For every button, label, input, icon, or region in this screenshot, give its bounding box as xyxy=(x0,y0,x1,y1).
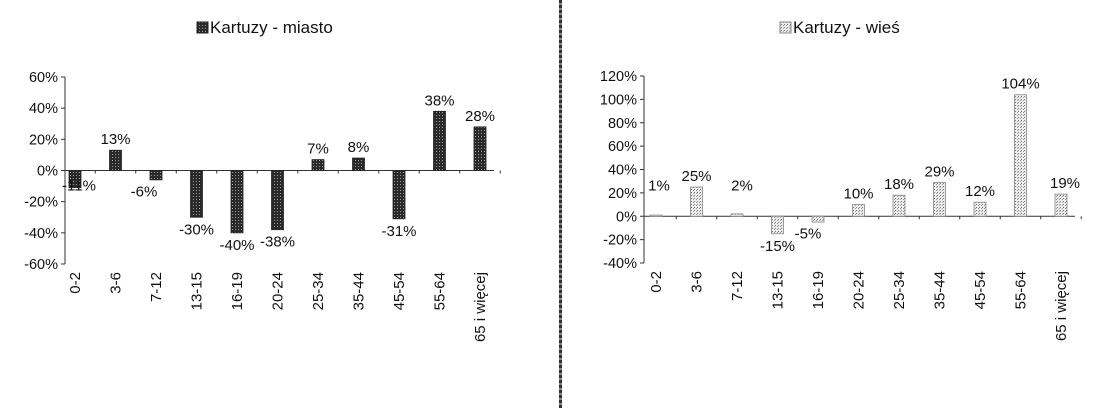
bar xyxy=(973,201,987,217)
data-label: 29% xyxy=(924,163,954,180)
y-tick-label: -40% xyxy=(603,256,637,272)
y-tick-label: 20% xyxy=(608,186,637,202)
x-category-label: 55-64 xyxy=(1013,271,1030,309)
bar xyxy=(230,170,244,234)
legend-swatch-icon xyxy=(779,21,792,34)
bar xyxy=(730,213,744,217)
chart-title-group: Kartuzy - miasto xyxy=(196,18,333,37)
x-category-label: 0-2 xyxy=(648,271,665,293)
x-category-label: 20-24 xyxy=(851,271,868,309)
y-tick-label: 120% xyxy=(600,69,637,85)
legend-swatch-icon xyxy=(196,21,209,34)
x-category-label: 35-44 xyxy=(932,271,949,309)
data-label: 25% xyxy=(681,168,711,185)
bar xyxy=(1054,193,1068,217)
data-label: 8% xyxy=(348,139,370,156)
bar xyxy=(852,204,865,217)
bar xyxy=(149,170,163,181)
plot-area: 120% 100% 80% 60% 40% 20% 0% -20% -40% 1% 0-2 25% 3-… xyxy=(600,69,1082,341)
x-category-label: 35-44 xyxy=(351,272,368,310)
y-tick-label: 0% xyxy=(37,164,58,180)
data-label: 2% xyxy=(731,177,753,194)
data-label: -5% xyxy=(795,225,822,242)
x-category-label: 7-12 xyxy=(148,272,165,302)
data-label: 104% xyxy=(1001,76,1039,93)
bar xyxy=(933,181,946,217)
bar xyxy=(811,215,825,223)
x-category-label: 45-54 xyxy=(391,272,408,310)
chart-title: Kartuzy - wieś xyxy=(793,18,900,37)
x-category-label: 16-19 xyxy=(810,271,827,309)
y-tick-label: -20% xyxy=(603,233,637,249)
x-category-label: 13-15 xyxy=(770,271,787,309)
x-category-label: 0-2 xyxy=(67,272,84,294)
bar xyxy=(892,194,906,217)
y-tick-label: 0% xyxy=(616,209,637,225)
x-category-label: 20-24 xyxy=(270,272,287,310)
bar xyxy=(771,215,784,235)
x-category-label: 7-12 xyxy=(729,271,746,301)
bar xyxy=(690,186,703,217)
y-tick-label: -60% xyxy=(24,257,58,273)
data-label: 28% xyxy=(465,108,495,125)
bar xyxy=(473,126,487,171)
x-category-label: 25-34 xyxy=(310,272,327,310)
bar xyxy=(311,159,325,171)
y-tick-label: 80% xyxy=(608,116,637,132)
y-tick-label: 40% xyxy=(29,101,58,117)
data-label: -31% xyxy=(381,223,416,240)
x-category-label: 16-19 xyxy=(229,272,246,310)
data-label: 13% xyxy=(100,131,130,148)
bar xyxy=(352,157,365,171)
x-category-label: 65 i więcej xyxy=(472,272,489,342)
x-category-label: 13-15 xyxy=(189,272,206,310)
bar xyxy=(109,149,122,171)
data-label: 1% xyxy=(648,177,670,194)
bar xyxy=(433,110,446,171)
x-category-label: 55-64 xyxy=(432,272,449,310)
data-label: -38% xyxy=(260,234,295,251)
bar xyxy=(649,214,663,217)
y-tick-label: -20% xyxy=(24,195,58,211)
data-label: -30% xyxy=(179,221,214,238)
chart-kartuzy-miasto: Kartuzy - miasto 60% 40% 20% 0% -20% -40% -60%… xyxy=(24,18,501,342)
y-tick-label: 60% xyxy=(608,139,637,155)
data-label: -15% xyxy=(760,238,795,255)
x-category-label: 65 i więcej xyxy=(1053,271,1070,341)
x-category-label: 3-6 xyxy=(689,271,706,293)
bar xyxy=(1014,94,1027,217)
data-label: 38% xyxy=(424,92,454,109)
chart-title-group: Kartuzy - wieś xyxy=(779,18,900,37)
x-category-label: 45-54 xyxy=(972,271,989,309)
data-label: 19% xyxy=(1050,175,1080,192)
chart-kartuzy-wies: Kartuzy - wieś 120% 100% 80% 60% 40% 20% 0% -20… xyxy=(600,18,1082,341)
data-label: -11% xyxy=(62,178,96,195)
data-label: 18% xyxy=(884,176,914,193)
y-tick-label: 60% xyxy=(29,70,58,86)
x-category-label: 25-34 xyxy=(891,271,908,309)
bar xyxy=(392,170,406,220)
panel-divider xyxy=(559,0,562,408)
y-tick-label: 100% xyxy=(600,92,637,108)
y-tick-label: 20% xyxy=(29,132,58,148)
chart-title: Kartuzy - miasto xyxy=(210,18,333,37)
bar xyxy=(190,170,203,218)
x-category-label: 3-6 xyxy=(108,272,125,294)
data-label: -40% xyxy=(219,237,254,254)
plot-area: 60% 40% 20% 0% -20% -40% -60% -11% 0-2 13% 3-6 -6% 7… xyxy=(24,70,501,342)
data-label: 12% xyxy=(965,183,995,200)
data-label: 7% xyxy=(307,141,329,158)
bar xyxy=(68,170,82,189)
bar xyxy=(271,170,284,231)
y-tick-label: -40% xyxy=(24,226,58,242)
y-tick-label: 40% xyxy=(608,163,637,179)
data-label: -6% xyxy=(131,184,158,201)
data-label: 10% xyxy=(843,186,873,203)
